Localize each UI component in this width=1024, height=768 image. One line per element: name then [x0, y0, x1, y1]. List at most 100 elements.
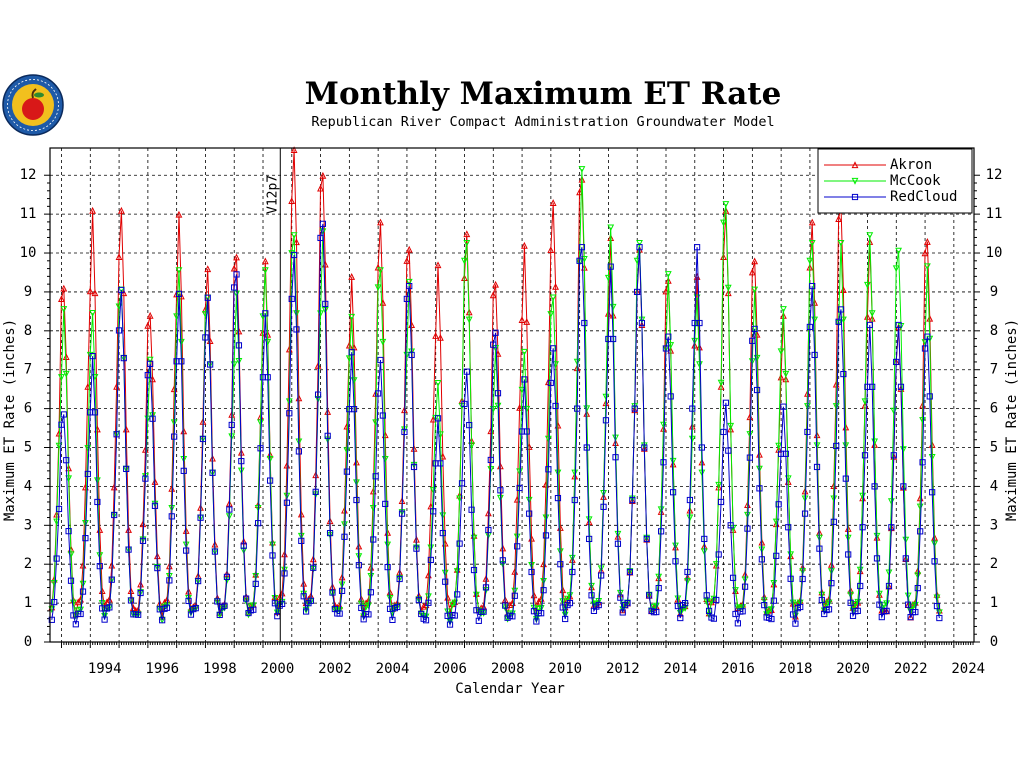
data-point-mccook [715, 481, 723, 489]
data-point-mccook [777, 348, 785, 356]
data-point-mccook [547, 311, 555, 318]
data-point-redcloud [199, 435, 207, 443]
series-line-akron [51, 149, 940, 618]
data-point-redcloud [825, 606, 833, 613]
series-redcloud [48, 220, 943, 628]
x-tick-label: 2024 [951, 661, 985, 677]
data-point-redcloud [612, 454, 619, 461]
data-point-redcloud [322, 300, 329, 308]
data-point-redcloud [65, 528, 72, 535]
data-point-redcloud [135, 611, 142, 618]
data-point-mccook [101, 613, 109, 620]
data-point-redcloud [521, 376, 528, 383]
x-tick-label: 2004 [376, 661, 410, 677]
data-point-redcloud [223, 573, 231, 580]
data-point-redcloud [857, 582, 864, 590]
data-point-redcloud [427, 556, 434, 564]
data-point-redcloud [720, 428, 727, 436]
data-point-redcloud [717, 498, 725, 506]
data-point-redcloud [269, 552, 276, 559]
data-point-redcloud [665, 333, 672, 340]
data-point-mccook [273, 609, 281, 617]
data-point-redcloud [684, 568, 691, 576]
data-point-redcloud [813, 463, 821, 471]
data-point-redcloud [569, 568, 576, 576]
data-point-mccook [341, 521, 348, 529]
data-point-mccook [266, 455, 274, 463]
data-point-redcloud [475, 617, 482, 624]
data-point-redcloud [722, 399, 729, 406]
x-tick-label: 2008 [491, 661, 525, 677]
data-point-akron [139, 520, 147, 528]
data-point-redcloud [113, 431, 120, 438]
data-point-redcloud [233, 271, 240, 278]
data-point-mccook [657, 506, 665, 514]
data-point-mccook [463, 240, 471, 247]
data-point-akron [921, 249, 929, 257]
data-point-mccook [856, 566, 864, 574]
data-point-akron [923, 238, 931, 245]
data-point-redcloud [353, 496, 360, 504]
data-point-redcloud [792, 620, 799, 627]
data-point-redcloud [319, 220, 326, 227]
data-point-redcloud [893, 358, 900, 366]
data-point-redcloud [566, 600, 574, 607]
data-point-redcloud [94, 498, 101, 506]
data-point-redcloud [583, 444, 590, 451]
data-point-redcloud [586, 535, 593, 543]
data-point-redcloud [842, 475, 849, 482]
data-point-mccook [895, 247, 902, 255]
data-point-akron [720, 253, 727, 261]
data-point-mccook [604, 274, 612, 282]
data-point-mccook [825, 599, 833, 607]
data-point-mccook [468, 442, 476, 450]
data-point-mccook [170, 419, 178, 427]
data-point-mccook [806, 257, 814, 265]
data-point-redcloud [82, 535, 89, 542]
data-point-mccook [302, 606, 310, 614]
x-tick-label: 1996 [145, 661, 179, 677]
data-point-akron [144, 321, 152, 329]
y-tick-label-left: 9 [24, 284, 32, 300]
data-point-redcloud [526, 510, 533, 517]
data-point-redcloud [610, 335, 617, 343]
data-point-mccook [542, 514, 550, 522]
data-point-mccook [933, 594, 941, 602]
data-point-redcloud [329, 589, 336, 596]
data-point-mccook [549, 294, 557, 302]
data-point-mccook [708, 598, 715, 606]
data-point-redcloud [741, 583, 749, 590]
data-point-redcloud [108, 576, 115, 583]
data-point-mccook [717, 379, 725, 387]
x-tick-label: 2012 [606, 661, 640, 677]
data-point-mccook [828, 568, 835, 575]
data-point-akron [748, 268, 756, 276]
data-point-mccook [813, 442, 821, 450]
plot-frame [49, 147, 975, 643]
x-tick-label: 2000 [261, 661, 295, 677]
y-tick-label-right: 10 [986, 245, 1003, 261]
data-point-mccook [254, 505, 262, 512]
y-tick-label-left: 1 [24, 595, 32, 611]
data-point-redcloud [715, 551, 722, 558]
y-tick-label-left: 7 [24, 362, 32, 378]
data-point-redcloud [614, 540, 622, 547]
data-point-redcloud [809, 282, 816, 290]
data-point-mccook [851, 600, 859, 608]
data-point-redcloud [226, 506, 233, 513]
data-point-redcloud [897, 383, 905, 390]
data-point-akron [547, 246, 555, 254]
data-point-mccook [568, 554, 576, 562]
data-point-redcloud [929, 489, 936, 496]
legend-label-akron: Akron [890, 157, 932, 173]
data-point-akron [317, 184, 324, 192]
data-point-redcloud [163, 604, 171, 611]
y-tick-label-right: 6 [990, 401, 998, 417]
data-point-redcloud [142, 475, 149, 482]
data-point-mccook [516, 468, 523, 476]
data-point-redcloud [890, 452, 897, 459]
data-point-redcloud [540, 587, 547, 594]
data-point-redcloud [670, 489, 677, 496]
y-tick-label-left: 3 [24, 517, 32, 533]
data-point-redcloud [281, 570, 288, 577]
